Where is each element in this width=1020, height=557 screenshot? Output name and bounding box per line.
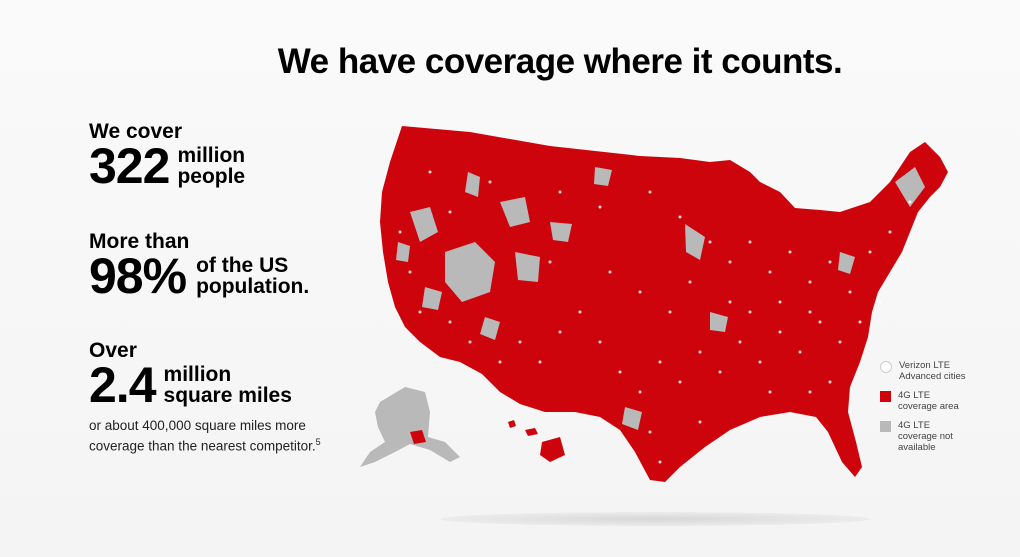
stat-unit-line2: people: [177, 165, 246, 188]
legend-label: 4G LTE coverage not available: [898, 420, 953, 453]
circle-icon: [880, 361, 892, 373]
us-coverage-map: [360, 126, 948, 482]
stat-unit-line1: million: [163, 363, 232, 386]
stat-population: More than 98% of the US population.: [89, 230, 310, 304]
stat-unit-line1: million: [177, 144, 246, 167]
hawaii-shape: [508, 420, 565, 462]
legend-item-coverage: 4G LTE coverage area: [880, 390, 970, 412]
stat-lead: Over: [89, 339, 137, 362]
red-square-icon: [880, 391, 891, 402]
map-legend: Verizon LTE Advanced cities 4G LTE cover…: [880, 360, 970, 461]
stat-value: 98%: [89, 248, 187, 304]
legend-item-lte-advanced: Verizon LTE Advanced cities: [880, 360, 970, 382]
stat-unit-line2: square miles: [163, 384, 292, 407]
stat-square-miles: Over 2.4 million square miles: [89, 339, 292, 413]
stat-lead: We cover: [89, 120, 182, 143]
coverage-note: or about 400,000 square miles more cover…: [89, 418, 329, 455]
alaska-shape: [360, 387, 460, 467]
legend-label: 4G LTE coverage area: [898, 390, 959, 412]
page-title: We have coverage where it counts.: [277, 42, 843, 81]
coverage-note-text: or about 400,000 square miles more cover…: [89, 418, 316, 454]
stat-people: We cover 322 million people: [89, 120, 246, 194]
gray-square-icon: [880, 421, 891, 432]
contiguous-us-shape: [380, 126, 948, 482]
stat-unit-line1: of the US: [196, 254, 289, 277]
map-shadow: [440, 512, 870, 526]
stat-value: 322: [89, 138, 170, 194]
footnote-marker: 5: [315, 437, 321, 447]
legend-item-no-coverage: 4G LTE coverage not available: [880, 420, 970, 453]
legend-label: Verizon LTE Advanced cities: [899, 360, 966, 382]
stat-unit-line2: population.: [196, 275, 310, 298]
stat-value: 2.4: [89, 357, 157, 413]
lte-advanced-city-dots: [398, 170, 912, 464]
no-coverage-patches: [396, 167, 925, 430]
stat-lead: More than: [89, 230, 190, 253]
